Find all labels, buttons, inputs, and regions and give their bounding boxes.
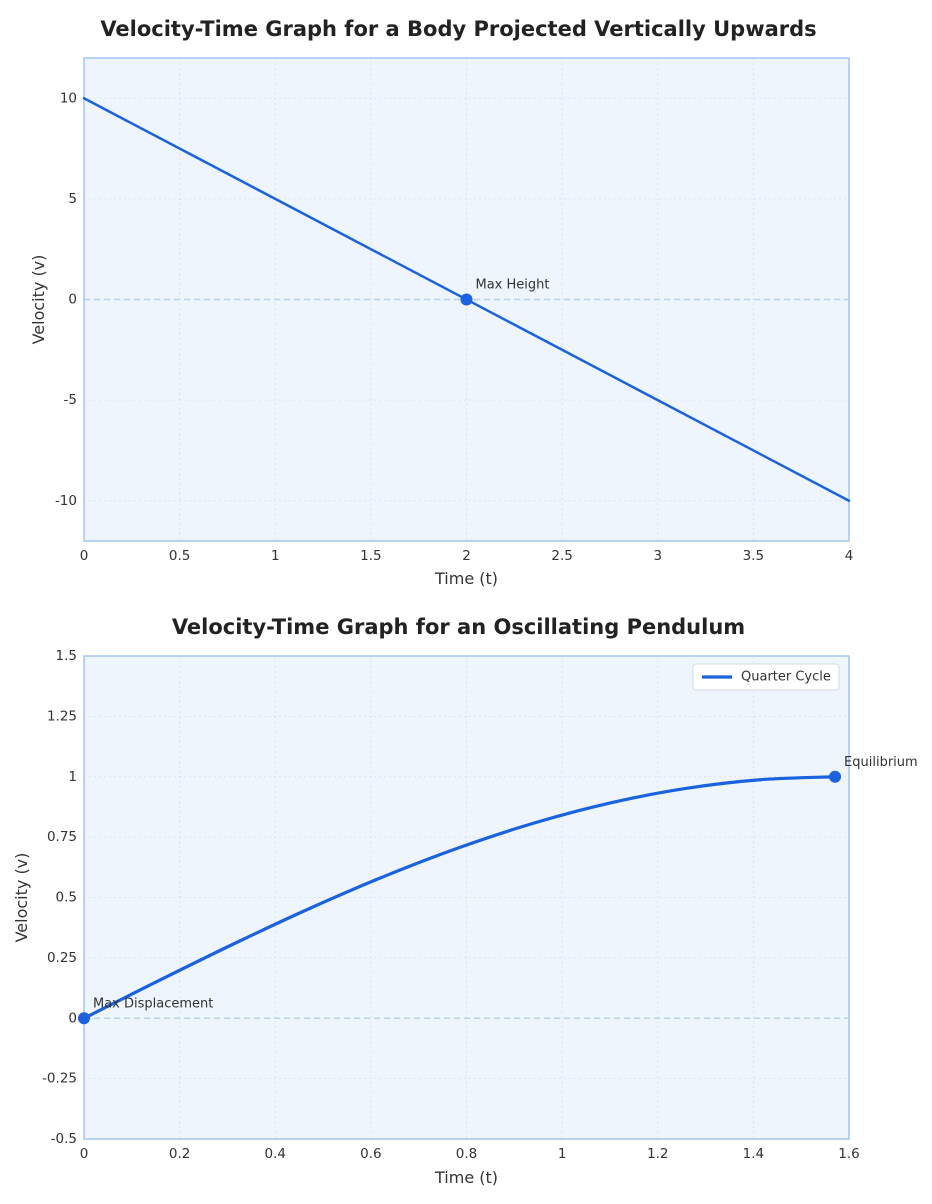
x-tick-label: 2.5 (551, 548, 572, 564)
x-tick-label: 0.8 (456, 1146, 477, 1162)
x-tick-label: 0.6 (360, 1146, 381, 1162)
y-tick-label: -0.5 (51, 1131, 77, 1147)
legend-label: Quarter Cycle (741, 670, 831, 685)
legend: Quarter Cycle (692, 663, 840, 691)
y-tick-label: 0.75 (47, 829, 77, 845)
point-annotation: Max Displacement (93, 996, 213, 1011)
y-axis-label: Velocity (v) (12, 853, 31, 943)
x-tick-label: 2 (462, 548, 471, 564)
data-point (460, 293, 473, 306)
x-tick-label: 3.5 (743, 548, 764, 564)
data-point (78, 1012, 90, 1025)
x-tick-label: 1 (271, 548, 280, 564)
chart-title: Velocity-Time Graph for an Oscillating P… (172, 615, 745, 639)
x-tick-label: 3 (653, 548, 662, 564)
x-tick-label: 0.5 (169, 548, 190, 564)
plot-frame (83, 655, 850, 1140)
y-tick-label: -10 (55, 493, 77, 509)
plot-frame (83, 57, 850, 542)
x-tick-label: 0 (80, 1146, 89, 1162)
point-annotation: Max Height (476, 278, 550, 293)
x-tick-label: 1.2 (647, 1146, 668, 1162)
x-axis-label: Time (t) (434, 1168, 498, 1187)
x-tick-label: 1.4 (743, 1146, 764, 1162)
y-tick-label: 5 (68, 191, 77, 207)
x-tick-label: 0.4 (265, 1146, 286, 1162)
y-tick-label: -5 (64, 392, 77, 408)
x-tick-labels: 0 0.5 1 1.5 2 2.5 3 3.5 4 (80, 548, 854, 564)
chart-title: Velocity-Time Graph for a Body Projected… (100, 17, 816, 41)
chart-1: Velocity-Time Graph for a Body Projected… (29, 17, 853, 588)
y-axis-label: Velocity (v) (29, 255, 48, 345)
y-tick-labels: -0.5 -0.25 0 0.25 0.5 0.75 1 1.25 1.5 (42, 648, 77, 1147)
y-tick-labels: -10 -5 0 5 10 (55, 90, 77, 509)
x-tick-label: 0.2 (169, 1146, 190, 1162)
y-tick-label: 0.5 (56, 890, 77, 906)
legend-box (692, 663, 840, 691)
point-annotation: Equilibrium (844, 755, 918, 770)
x-tick-label: 1.6 (838, 1146, 859, 1162)
y-tick-label: 1 (68, 769, 77, 785)
y-tick-label: -0.25 (42, 1071, 77, 1087)
x-tick-label: 1.5 (360, 548, 381, 564)
series-line (82, 775, 837, 1020)
x-tick-labels: 0 0.2 0.4 0.6 0.8 1 1.2 1.4 1.6 (80, 1146, 860, 1162)
chart-2: Velocity-Time Graph for an Oscillating P… (12, 615, 918, 1187)
data-point (829, 770, 842, 783)
x-axis-label: Time (t) (434, 569, 498, 588)
x-tick-label: 0 (80, 548, 89, 564)
x-tick-label: 1 (558, 1146, 567, 1162)
y-tick-label: 0 (68, 1010, 77, 1026)
y-tick-label: 0 (68, 292, 77, 308)
y-tick-label: 1.25 (47, 708, 77, 724)
y-tick-label: 1.5 (56, 648, 77, 664)
x-tick-label: 4 (845, 548, 854, 564)
y-tick-label: 10 (60, 90, 77, 106)
y-tick-label: 0.25 (47, 950, 77, 966)
